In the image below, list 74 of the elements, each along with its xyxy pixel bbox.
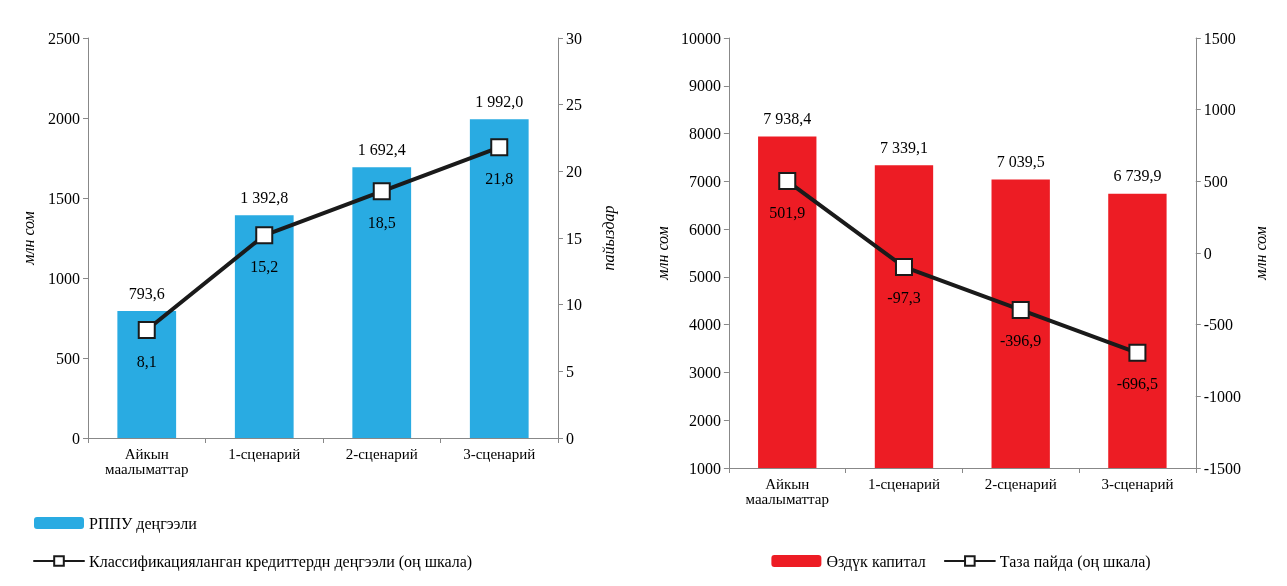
y2-tick-label: 1000: [1203, 101, 1236, 119]
bar: [352, 167, 412, 438]
data-label: 1 692,4: [357, 140, 406, 158]
legend-label: Таза пайда (оң шкала): [999, 552, 1151, 571]
x-tick-label: 3-сценарий: [463, 445, 536, 462]
y2-tick-label: 1500: [1203, 29, 1236, 47]
x-tick-label: Айкын маалыматтар: [104, 445, 189, 477]
point: [137, 321, 156, 339]
bar: [234, 215, 294, 438]
y-tick-label: 2000: [48, 109, 80, 127]
y-tick-label: 500: [56, 349, 80, 367]
y-axis-title: млн сом: [19, 211, 37, 266]
y-tick-label: 3000: [688, 363, 721, 381]
data-label: 15,2: [250, 257, 279, 275]
x-tick-label: 3-сценарий: [1101, 475, 1174, 492]
data-label: 18,5: [367, 213, 396, 231]
point: [894, 257, 913, 276]
y2-tick-label: 500: [1203, 172, 1228, 190]
y-tick-label: 6000: [688, 220, 721, 238]
y-axis-title: млн сом: [653, 226, 671, 281]
y2-tick-label: 0: [566, 429, 574, 447]
y-tick-label: 1000: [48, 269, 80, 287]
data-label: 501,9: [769, 203, 806, 221]
y-tick-label: 0: [72, 429, 80, 447]
point: [372, 182, 391, 201]
data-label: -97,3: [887, 289, 921, 307]
data-label: 8,1: [136, 352, 157, 370]
y-tick-label: 2000: [688, 411, 721, 429]
x-tick-label: 2-сценарий: [984, 475, 1057, 492]
y2-axis-title: млн сом: [1251, 226, 1269, 281]
y-tick-label: 7000: [688, 172, 721, 190]
legend-label: Өздүк капитал: [826, 552, 926, 571]
legend-label: РППУ деңгээли: [89, 514, 198, 533]
bar: [117, 311, 177, 438]
y-tick-label: 2500: [48, 29, 80, 47]
data-label: -396,9: [1000, 332, 1042, 350]
y-tick-label: 1000: [688, 459, 721, 477]
y2-tick-label: 15: [566, 229, 582, 247]
point: [778, 172, 797, 191]
y2-tick-label: 25: [566, 96, 582, 114]
data-label: 7 339,1: [879, 138, 928, 156]
point: [255, 226, 274, 245]
y2-tick-label: 20: [566, 162, 582, 180]
y-tick-label: 4000: [688, 316, 721, 334]
x-tick-label: 2-сценарий: [345, 445, 418, 462]
y2-tick-label: -500: [1203, 316, 1234, 334]
data-label: 7 039,5: [996, 152, 1045, 170]
point: [490, 138, 509, 157]
point: [1128, 343, 1147, 362]
data-label: 1 392,8: [240, 188, 289, 206]
data-label: 21,8: [485, 169, 514, 187]
y2-tick-label: -1500: [1203, 459, 1242, 477]
y2-tick-label: 0: [1203, 244, 1212, 262]
point: [1011, 300, 1030, 319]
data-label: 6 739,9: [1113, 167, 1162, 185]
bar: [469, 119, 529, 438]
y2-axis-title: пайыздар: [599, 205, 618, 271]
y2-tick-label: 5: [566, 362, 574, 380]
y-tick-label: 9000: [688, 77, 721, 95]
y2-tick-label: -1000: [1203, 387, 1242, 405]
x-tick-label: Айкын маалыматтар: [745, 475, 830, 507]
data-label: -696,5: [1116, 375, 1159, 393]
y2-tick-label: 10: [566, 296, 582, 314]
x-tick-label: 1-сценарий: [228, 445, 301, 462]
x-tick-label: 1-сценарий: [867, 475, 941, 492]
y-tick-label: 10000: [680, 29, 721, 47]
y2-tick-label: 30: [566, 29, 582, 47]
y-tick-label: 1500: [48, 189, 80, 207]
y-tick-label: 8000: [688, 125, 721, 143]
data-label: 7 938,4: [763, 110, 812, 127]
y-tick-label: 5000: [688, 268, 721, 286]
data-label: 1 992,0: [475, 92, 524, 110]
legend-label: Классификацияланган кредиттердн деңгээли (оң шкала): [89, 552, 473, 571]
data-label: 793,6: [128, 284, 165, 302]
